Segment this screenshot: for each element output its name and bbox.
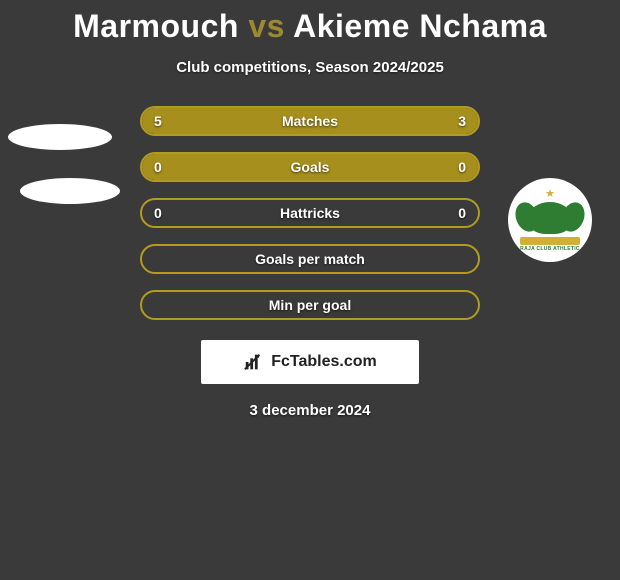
subtitle: Club competitions, Season 2024/2025: [0, 59, 620, 76]
stat-row: 5 Matches 3: [140, 106, 480, 136]
vs-separator: vs: [248, 8, 285, 44]
stat-value-right: 3: [458, 113, 466, 129]
club-crest: ★ RAJA CLUB ATHLETIC: [508, 178, 592, 262]
stat-value-right: 0: [458, 159, 466, 175]
source-badge[interactable]: FcTables.com: [201, 340, 419, 384]
stat-row: Min per goal: [140, 290, 480, 320]
crest-ribbon: [520, 237, 580, 245]
stat-row: 0 Goals 0: [140, 152, 480, 182]
stat-row: Goals per match: [140, 244, 480, 274]
date-label: 3 december 2024: [0, 402, 620, 419]
stats-list: 5 Matches 3 0 Goals 0 0 Hattricks 0 Goal…: [140, 106, 480, 320]
stat-label: Goals per match: [255, 251, 365, 267]
crest-text: RAJA CLUB ATHLETIC: [520, 246, 580, 252]
stat-row: 0 Hattricks 0: [140, 198, 480, 228]
crest-star-icon: ★: [545, 189, 555, 200]
stat-value-left: 0: [154, 205, 162, 221]
player2-name: Akieme Nchama: [293, 8, 547, 44]
stat-value-right: 0: [458, 205, 466, 221]
source-badge-text: FcTables.com: [271, 353, 377, 371]
stat-value-left: 0: [154, 159, 162, 175]
player1-name: Marmouch: [73, 8, 239, 44]
stat-value-left: 5: [154, 113, 162, 129]
left-shape-2: [20, 178, 120, 204]
crest-eagle-icon: [528, 202, 572, 234]
stat-label: Matches: [282, 113, 338, 129]
comparison-title: Marmouch vs Akieme Nchama: [0, 0, 620, 45]
chart-icon: [243, 351, 265, 373]
stat-label: Goals: [291, 159, 330, 175]
left-shape-1: [8, 124, 112, 150]
stat-label: Min per goal: [269, 297, 351, 313]
stat-label: Hattricks: [280, 205, 340, 221]
